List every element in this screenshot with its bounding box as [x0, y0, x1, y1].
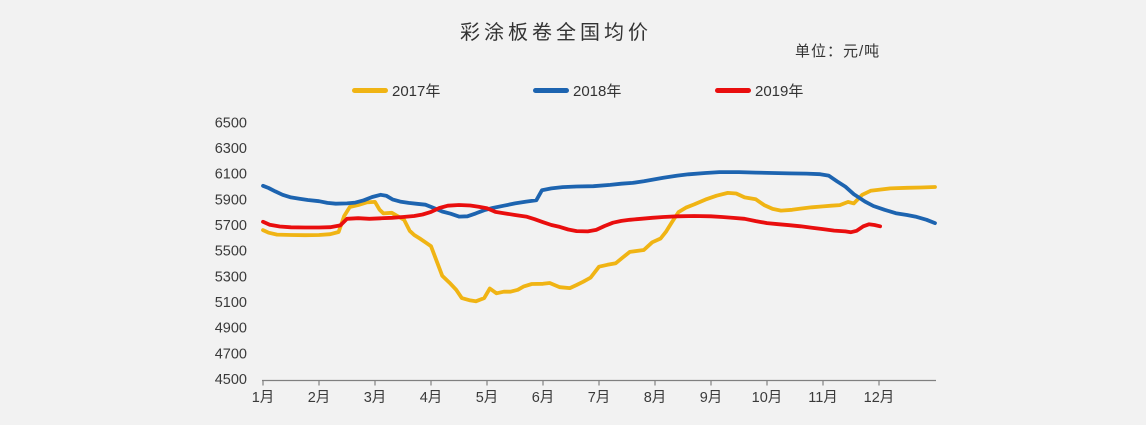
series-line-2019 [261, 203, 882, 235]
y-axis-label: 4900 [215, 321, 247, 337]
legend-item-2018: 2018年 [533, 80, 621, 101]
y-axis-label: 5100 [215, 295, 247, 311]
y-axis-label: 6300 [215, 141, 247, 157]
legend-label-2017: 2017年 [392, 83, 441, 100]
x-axis-label: 9月 [700, 390, 723, 406]
x-axis-label: 4月 [420, 390, 443, 406]
chart-title: 彩涂板卷全国均价 [460, 22, 652, 44]
y-axis-label: 5700 [215, 218, 247, 234]
y-axis-label: 6100 [215, 167, 247, 183]
y-axis-label: 5300 [215, 269, 247, 285]
x-axis-label: 7月 [588, 390, 611, 406]
legend-item-2017: 2017年 [352, 80, 440, 101]
legend-swatch-2017 [352, 88, 388, 93]
series-line-2018 [261, 170, 937, 226]
y-axis-label: 5500 [215, 244, 247, 260]
y-axis-label: 5900 [215, 192, 247, 208]
unit-label: 单位：元/吨 [795, 43, 881, 60]
legend-label-2018: 2018年 [573, 83, 622, 100]
x-axis-label: 2月 [308, 390, 331, 406]
x-axis-label: 8月 [644, 390, 667, 406]
y-axis-label: 4700 [215, 346, 247, 362]
y-axis-label: 4500 [215, 372, 247, 388]
x-axis-label: 10月 [752, 390, 783, 406]
legend-swatch-2019 [715, 88, 751, 93]
x-axis-label: 3月 [364, 390, 387, 406]
legend-label-2019: 2019年 [755, 83, 804, 100]
x-axis-label: 6月 [532, 390, 555, 406]
x-axis-label: 12月 [864, 390, 895, 406]
legend-swatch-2018 [533, 88, 569, 93]
x-axis-label: 11月 [808, 390, 838, 406]
series-line-2017 [261, 185, 937, 304]
y-axis-label: 6500 [215, 115, 247, 131]
legend-item-2019: 2019年 [715, 80, 803, 101]
x-axis-label: 1月 [252, 390, 275, 406]
x-axis-label: 5月 [476, 390, 499, 406]
